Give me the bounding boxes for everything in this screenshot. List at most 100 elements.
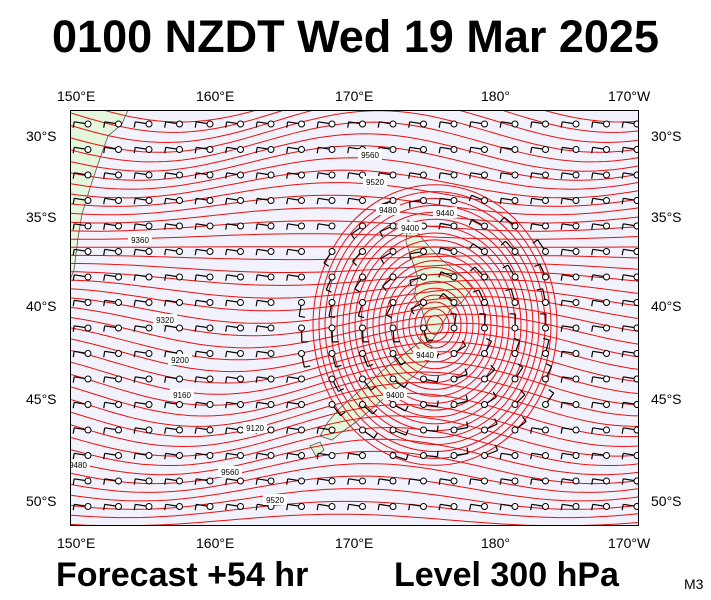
- wind-barb-flag: [472, 289, 479, 293]
- contour-label: 9160: [170, 389, 194, 400]
- wind-barb-station: [328, 375, 336, 383]
- wind-barb-station: [511, 299, 519, 306]
- wind-barb-flag: [164, 427, 167, 434]
- wind-barb-flag: [530, 121, 533, 128]
- wind-barb-flag: [621, 376, 624, 383]
- wind-barb-station: [481, 222, 488, 230]
- wind-barb-flag: [591, 402, 594, 409]
- wind-barb-flag: [72, 300, 75, 307]
- wind-barb-station: [84, 171, 92, 179]
- wind-barb-station: [84, 401, 92, 408]
- wind-barb-station: [267, 401, 275, 408]
- wind-barb-station: [145, 273, 153, 281]
- wind-barb-station: [572, 197, 580, 204]
- contour-label-text: 9480: [70, 461, 87, 470]
- wind-barb-station: [481, 120, 488, 128]
- wind-barb-station: [542, 171, 549, 179]
- wind-barb-flag: [347, 478, 350, 485]
- wind-barb-flag: [194, 478, 197, 485]
- wind-barb-station: [328, 426, 336, 434]
- wind-barb-station: [389, 452, 397, 459]
- wind-barb-flag: [316, 504, 319, 511]
- wind-barb-flag: [286, 453, 289, 460]
- wind-barb-station: [603, 452, 610, 459]
- wind-barb-flag: [255, 147, 258, 154]
- wind-barb-flag: [560, 147, 563, 154]
- wind-barb-flag: [621, 402, 624, 409]
- wind-barb-flag: [621, 478, 624, 485]
- wind-barb-flag: [103, 427, 106, 434]
- wind-barb-station: [572, 477, 580, 485]
- wind-barb-station: [206, 503, 214, 510]
- wind-barb-flag: [304, 365, 311, 368]
- wind-barb-station: [145, 452, 153, 459]
- contour-line: [70, 194, 639, 216]
- contour-line: [70, 145, 639, 181]
- wind-barb-station: [511, 401, 519, 408]
- wind-barb-station: [450, 120, 458, 128]
- contour-ring: [390, 273, 480, 377]
- wind-barb-flag: [513, 337, 520, 341]
- pressure-level-label: Level 300 hPa: [394, 556, 619, 594]
- wind-barb-station: [420, 273, 427, 281]
- wind-barb-station: [389, 477, 397, 485]
- wind-barb-station: [206, 299, 214, 306]
- contour-label-text: 9440: [416, 351, 434, 360]
- wind-barb-flag: [194, 198, 197, 205]
- wind-barb-flag: [323, 262, 330, 267]
- contour-label-text: 9320: [156, 316, 174, 325]
- wind-barb-flag: [450, 312, 457, 315]
- wind-barb-flag: [72, 172, 75, 179]
- lat-label-left-40s: 40°S: [26, 298, 57, 314]
- wind-barb-station: [359, 197, 366, 204]
- wind-barb-station: [206, 248, 214, 255]
- wind-barb-flag: [530, 172, 533, 179]
- wind-barb-flag: [532, 239, 539, 244]
- contour-line: [70, 263, 639, 273]
- wind-barb-flag: [194, 249, 197, 256]
- contour-line: [70, 157, 639, 190]
- wind-barb-station: [542, 426, 549, 434]
- wind-barb-station: [603, 503, 610, 510]
- wind-barb-station: [237, 401, 244, 408]
- wind-barb-flag: [438, 478, 441, 485]
- wind-barb-station: [633, 375, 639, 383]
- wind-barb-station: [176, 197, 183, 204]
- wind-barb-station: [542, 452, 549, 459]
- wind-barb-flag: [408, 147, 411, 154]
- wind-barb-flag: [591, 325, 594, 332]
- wind-barb-station: [481, 503, 488, 510]
- wind-barb-flag: [466, 421, 469, 428]
- wind-barb-flag: [164, 453, 167, 460]
- wind-barb-station: [145, 222, 153, 230]
- wind-barb-flag: [350, 233, 356, 240]
- wind-barb-station: [450, 401, 458, 408]
- wind-barb-flag: [286, 504, 289, 511]
- wind-barb-station: [481, 248, 488, 255]
- wind-barb-flag: [347, 172, 350, 179]
- wind-barb-station: [420, 452, 427, 459]
- wind-barb-flag: [352, 260, 358, 267]
- wind-barb-station: [359, 120, 366, 128]
- wind-barb-station: [84, 299, 92, 306]
- wind-barb-station: [328, 248, 336, 255]
- wind-barb-station: [176, 452, 183, 459]
- wind-barb-flag: [225, 478, 228, 485]
- wind-barb-station: [420, 146, 427, 153]
- wind-barb-flag: [225, 504, 228, 511]
- wind-barb-flag: [286, 274, 289, 281]
- wind-barb-flag: [255, 198, 258, 205]
- wind-barb-flag: [255, 300, 258, 307]
- contour-label-text: 9520: [266, 496, 284, 505]
- wind-barb-flag: [621, 121, 624, 128]
- wind-barb-station: [84, 273, 92, 281]
- wind-barb-flag: [133, 300, 136, 307]
- wind-barb-station: [145, 171, 153, 179]
- wind-barb-flag: [72, 427, 75, 434]
- wind-barb-station: [176, 477, 183, 485]
- wind-barb-flag: [536, 288, 543, 291]
- wind-barb-station: [511, 146, 519, 153]
- contour-line: [70, 110, 639, 144]
- wind-barb-station: [237, 503, 244, 510]
- wind-barb-station: [115, 120, 122, 128]
